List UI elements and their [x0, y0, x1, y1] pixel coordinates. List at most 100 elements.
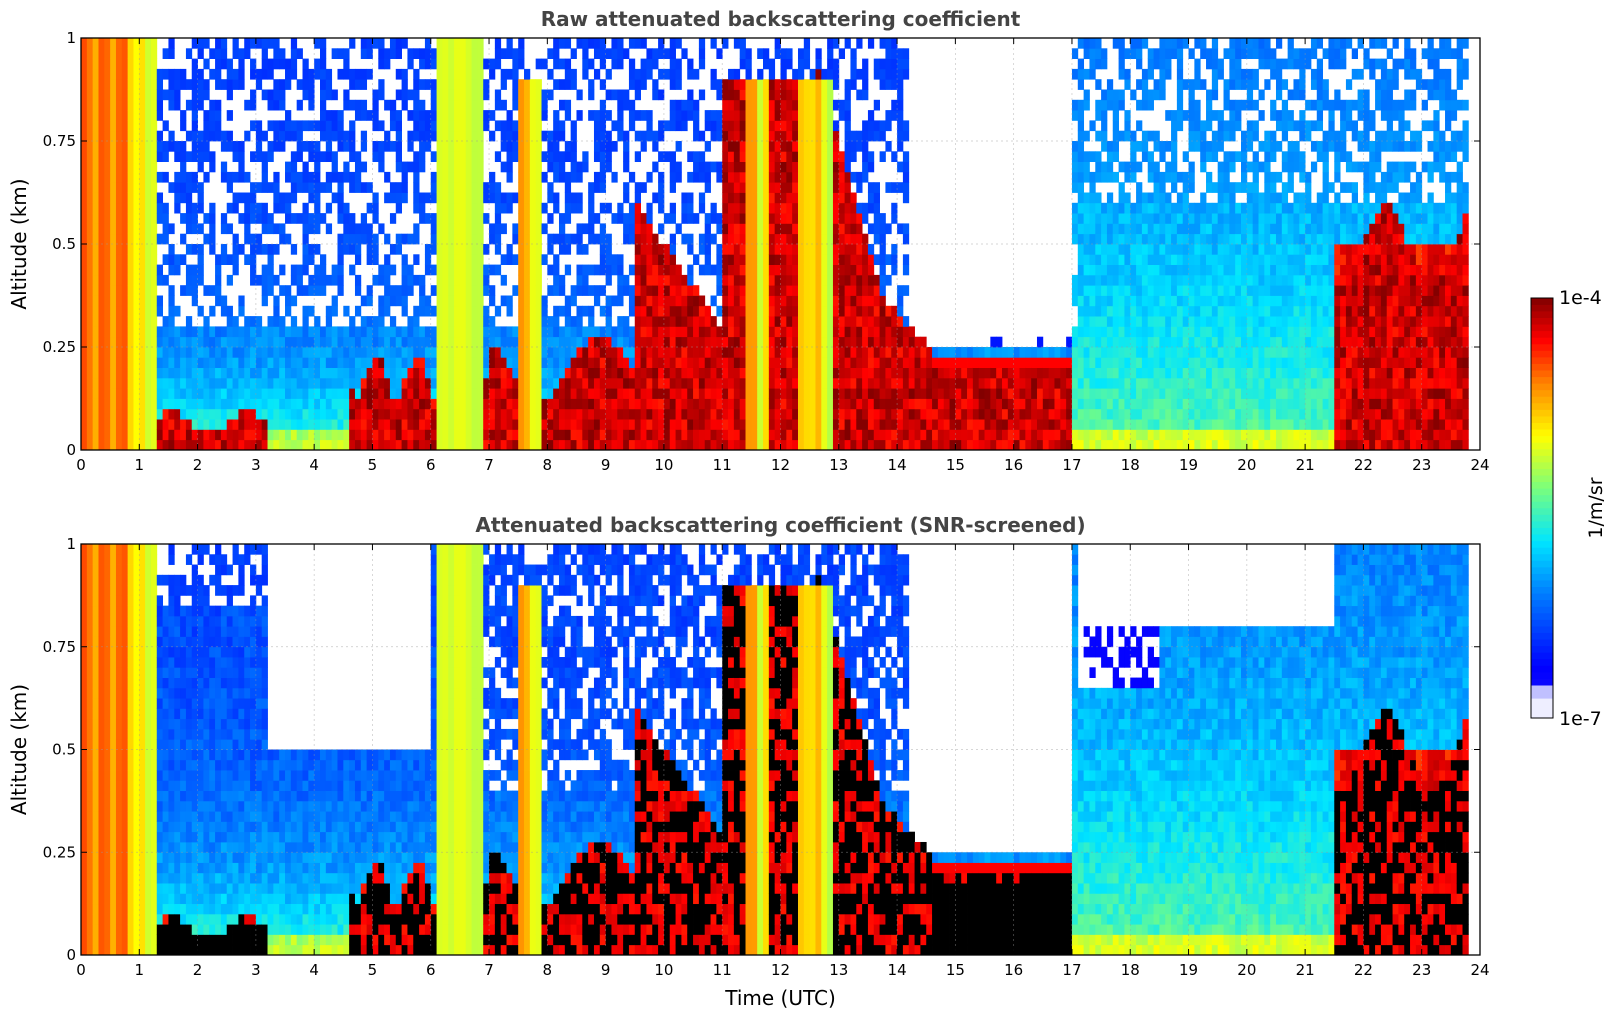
- heatmap-cell: [529, 141, 537, 152]
- heatmap-cell: [255, 182, 263, 193]
- heatmap-cell: [850, 398, 857, 410]
- heatmap-cell: [454, 398, 461, 410]
- heatmap-cell: [1089, 367, 1096, 379]
- heatmap-cell: [255, 429, 263, 441]
- heatmap-cell: [448, 398, 455, 410]
- heatmap-cell: [419, 347, 426, 358]
- heatmap-cell: [739, 347, 746, 358]
- heatmap-cell: [92, 367, 99, 379]
- heatmap-cell: [168, 377, 175, 389]
- heatmap-cell: [780, 233, 787, 245]
- heatmap-cell: [104, 408, 111, 420]
- heatmap-cell: [389, 336, 397, 348]
- heatmap-cell: [220, 367, 228, 379]
- heatmap-cell: [856, 254, 863, 265]
- heatmap-cell: [751, 388, 758, 399]
- heatmap-cell: [908, 398, 915, 410]
- heatmap-cell: [634, 151, 641, 162]
- heatmap-cell: [209, 161, 216, 173]
- heatmap-cell: [687, 264, 694, 276]
- heatmap-cell: [611, 120, 618, 132]
- heatmap-cell: [191, 120, 198, 132]
- heatmap-cell: [232, 388, 239, 399]
- heatmap-cell: [366, 408, 373, 420]
- heatmap-cell: [640, 223, 647, 235]
- heatmap-cell: [133, 68, 140, 80]
- heatmap-cell: [302, 213, 309, 224]
- heatmap-cell: [133, 48, 140, 59]
- heatmap-cell: [1095, 99, 1102, 111]
- heatmap-cell: [98, 439, 105, 451]
- heatmap-cell: [1042, 419, 1050, 430]
- heatmap-cell: [1089, 377, 1096, 389]
- heatmap-cell: [663, 316, 671, 327]
- heatmap-cell: [867, 38, 875, 49]
- heatmap-cell: [389, 285, 397, 296]
- heatmap-cell: [360, 347, 368, 358]
- heatmap-cell: [908, 419, 915, 430]
- heatmap-cell: [850, 130, 857, 142]
- heatmap-cell: [675, 295, 682, 307]
- heatmap-cell: [1025, 429, 1032, 441]
- heatmap-cell: [121, 316, 129, 327]
- heatmap-cell: [856, 274, 863, 286]
- heatmap-cell: [232, 48, 239, 59]
- heatmap-cell: [576, 110, 583, 121]
- heatmap-cell: [285, 398, 292, 410]
- heatmap-cell: [529, 367, 537, 379]
- heatmap-cell: [862, 326, 869, 338]
- heatmap-cell: [809, 244, 816, 255]
- heatmap-cell: [786, 347, 793, 358]
- heatmap-cell: [698, 305, 706, 317]
- heatmap-cell: [593, 285, 601, 296]
- heatmap-cell: [774, 295, 781, 307]
- heatmap-cell: [605, 274, 612, 286]
- heatmap-cell: [658, 171, 665, 183]
- heatmap-cell: [477, 120, 484, 132]
- heatmap-cell: [902, 377, 910, 389]
- heatmap-cell: [220, 38, 228, 49]
- heatmap-cell: [506, 347, 513, 358]
- heatmap-cell: [215, 264, 222, 276]
- heatmap-cell: [722, 377, 729, 389]
- heatmap-cell: [104, 182, 111, 193]
- heatmap-cell: [389, 213, 397, 224]
- heatmap-cell: [162, 377, 169, 389]
- heatmap-cell: [424, 408, 432, 420]
- heatmap-cell: [757, 274, 764, 286]
- heatmap-cell: [459, 357, 467, 368]
- heatmap-cell: [325, 223, 333, 235]
- heatmap-cell: [81, 58, 88, 70]
- heatmap-cell: [471, 367, 478, 379]
- heatmap-cell: [506, 202, 513, 214]
- heatmap-cell: [203, 38, 210, 49]
- heatmap-cell: [413, 367, 420, 379]
- heatmap-cell: [803, 110, 811, 121]
- heatmap-cell: [768, 295, 776, 307]
- heatmap-cell: [885, 419, 892, 430]
- heatmap-cell: [733, 99, 741, 111]
- heatmap-cell: [693, 295, 700, 307]
- heatmap-cell: [862, 429, 869, 441]
- heatmap-cell: [518, 408, 525, 420]
- heatmap-cell: [465, 182, 472, 193]
- heatmap-cell: [145, 171, 152, 183]
- heatmap-cell: [693, 171, 700, 183]
- heatmap-cell: [768, 130, 776, 142]
- heatmap-cell: [588, 326, 595, 338]
- heatmap-cell: [86, 429, 94, 441]
- heatmap-cell: [226, 182, 233, 193]
- heatmap-cell: [856, 357, 863, 368]
- heatmap-cell: [150, 182, 158, 193]
- heatmap-cell: [238, 244, 245, 255]
- heatmap-cell: [803, 316, 811, 327]
- heatmap-cell: [774, 79, 781, 90]
- heatmap-cell: [238, 326, 245, 338]
- heatmap-cell: [1101, 58, 1108, 70]
- heatmap-cell: [739, 48, 746, 59]
- heatmap-cell: [325, 439, 333, 451]
- heatmap-cell: [104, 141, 111, 152]
- heatmap-cell: [145, 161, 152, 173]
- heatmap-cell: [296, 130, 303, 142]
- heatmap-cell: [174, 202, 181, 214]
